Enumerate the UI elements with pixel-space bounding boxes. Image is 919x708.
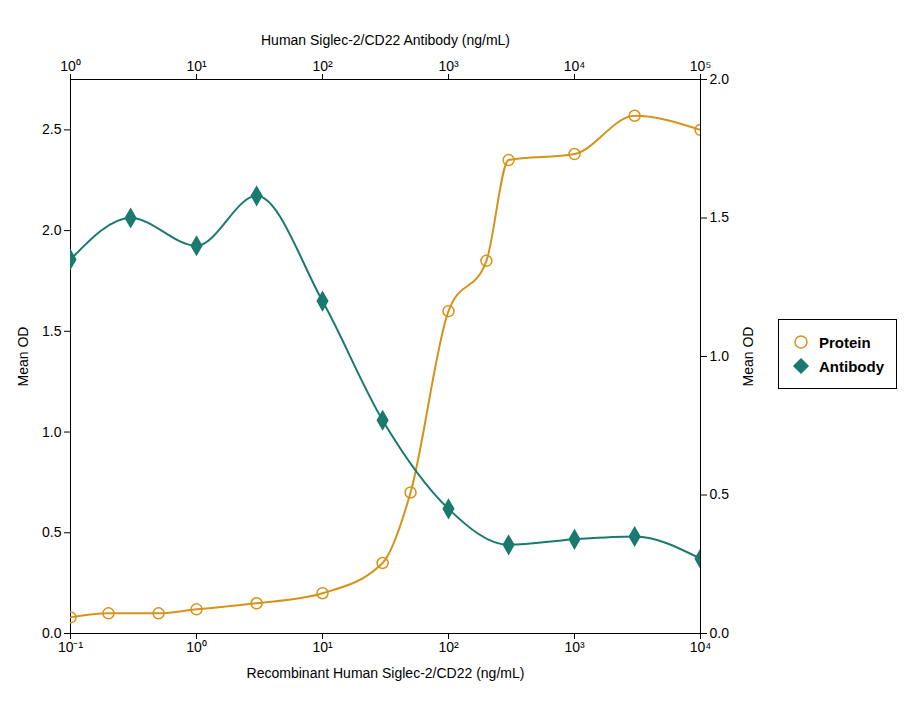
- svg-text:0.0: 0.0: [42, 625, 62, 641]
- svg-text:10⁰: 10⁰: [186, 639, 207, 655]
- svg-text:10¹: 10¹: [312, 639, 333, 655]
- svg-text:10³: 10³: [564, 639, 585, 655]
- svg-text:1.5: 1.5: [710, 209, 730, 225]
- svg-text:2.5: 2.5: [42, 121, 62, 137]
- svg-text:10⁵: 10⁵: [690, 58, 711, 74]
- html-text:Antibody: Antibody: [819, 357, 884, 375]
- svg-text:0.0: 0.0: [710, 625, 730, 641]
- svg-text:2.0: 2.0: [710, 71, 730, 87]
- svg-text:10⁻¹: 10⁻¹: [58, 639, 84, 655]
- svg-text:Human Siglec-2/CD22 Antibody (: Human Siglec-2/CD22 Antibody (ng/mL): [261, 32, 510, 48]
- svg-text:10⁰: 10⁰: [60, 58, 81, 74]
- svg-text:Recombinant Human Siglec-2/CD2: Recombinant Human Siglec-2/CD22 (ng/mL): [247, 665, 525, 681]
- html-text:Protein: Protein: [819, 333, 871, 351]
- svg-text:0.5: 0.5: [42, 524, 62, 540]
- svg-text:10³: 10³: [438, 58, 459, 74]
- svg-text:0.5: 0.5: [710, 486, 730, 502]
- svg-text:2.0: 2.0: [42, 222, 62, 238]
- svg-text:10²: 10²: [438, 639, 459, 655]
- svg-text:1.5: 1.5: [42, 323, 62, 339]
- svg-text:10⁴: 10⁴: [564, 58, 586, 74]
- svg-text:Mean OD: Mean OD: [15, 327, 31, 387]
- svg-text:10²: 10²: [312, 58, 333, 74]
- svg-text:1.0: 1.0: [710, 348, 730, 364]
- svg-text:10¹: 10¹: [186, 58, 207, 74]
- svg-text:10⁴: 10⁴: [690, 639, 712, 655]
- svg-text:Mean OD: Mean OD: [740, 327, 756, 387]
- svg-text:1.0: 1.0: [42, 424, 62, 440]
